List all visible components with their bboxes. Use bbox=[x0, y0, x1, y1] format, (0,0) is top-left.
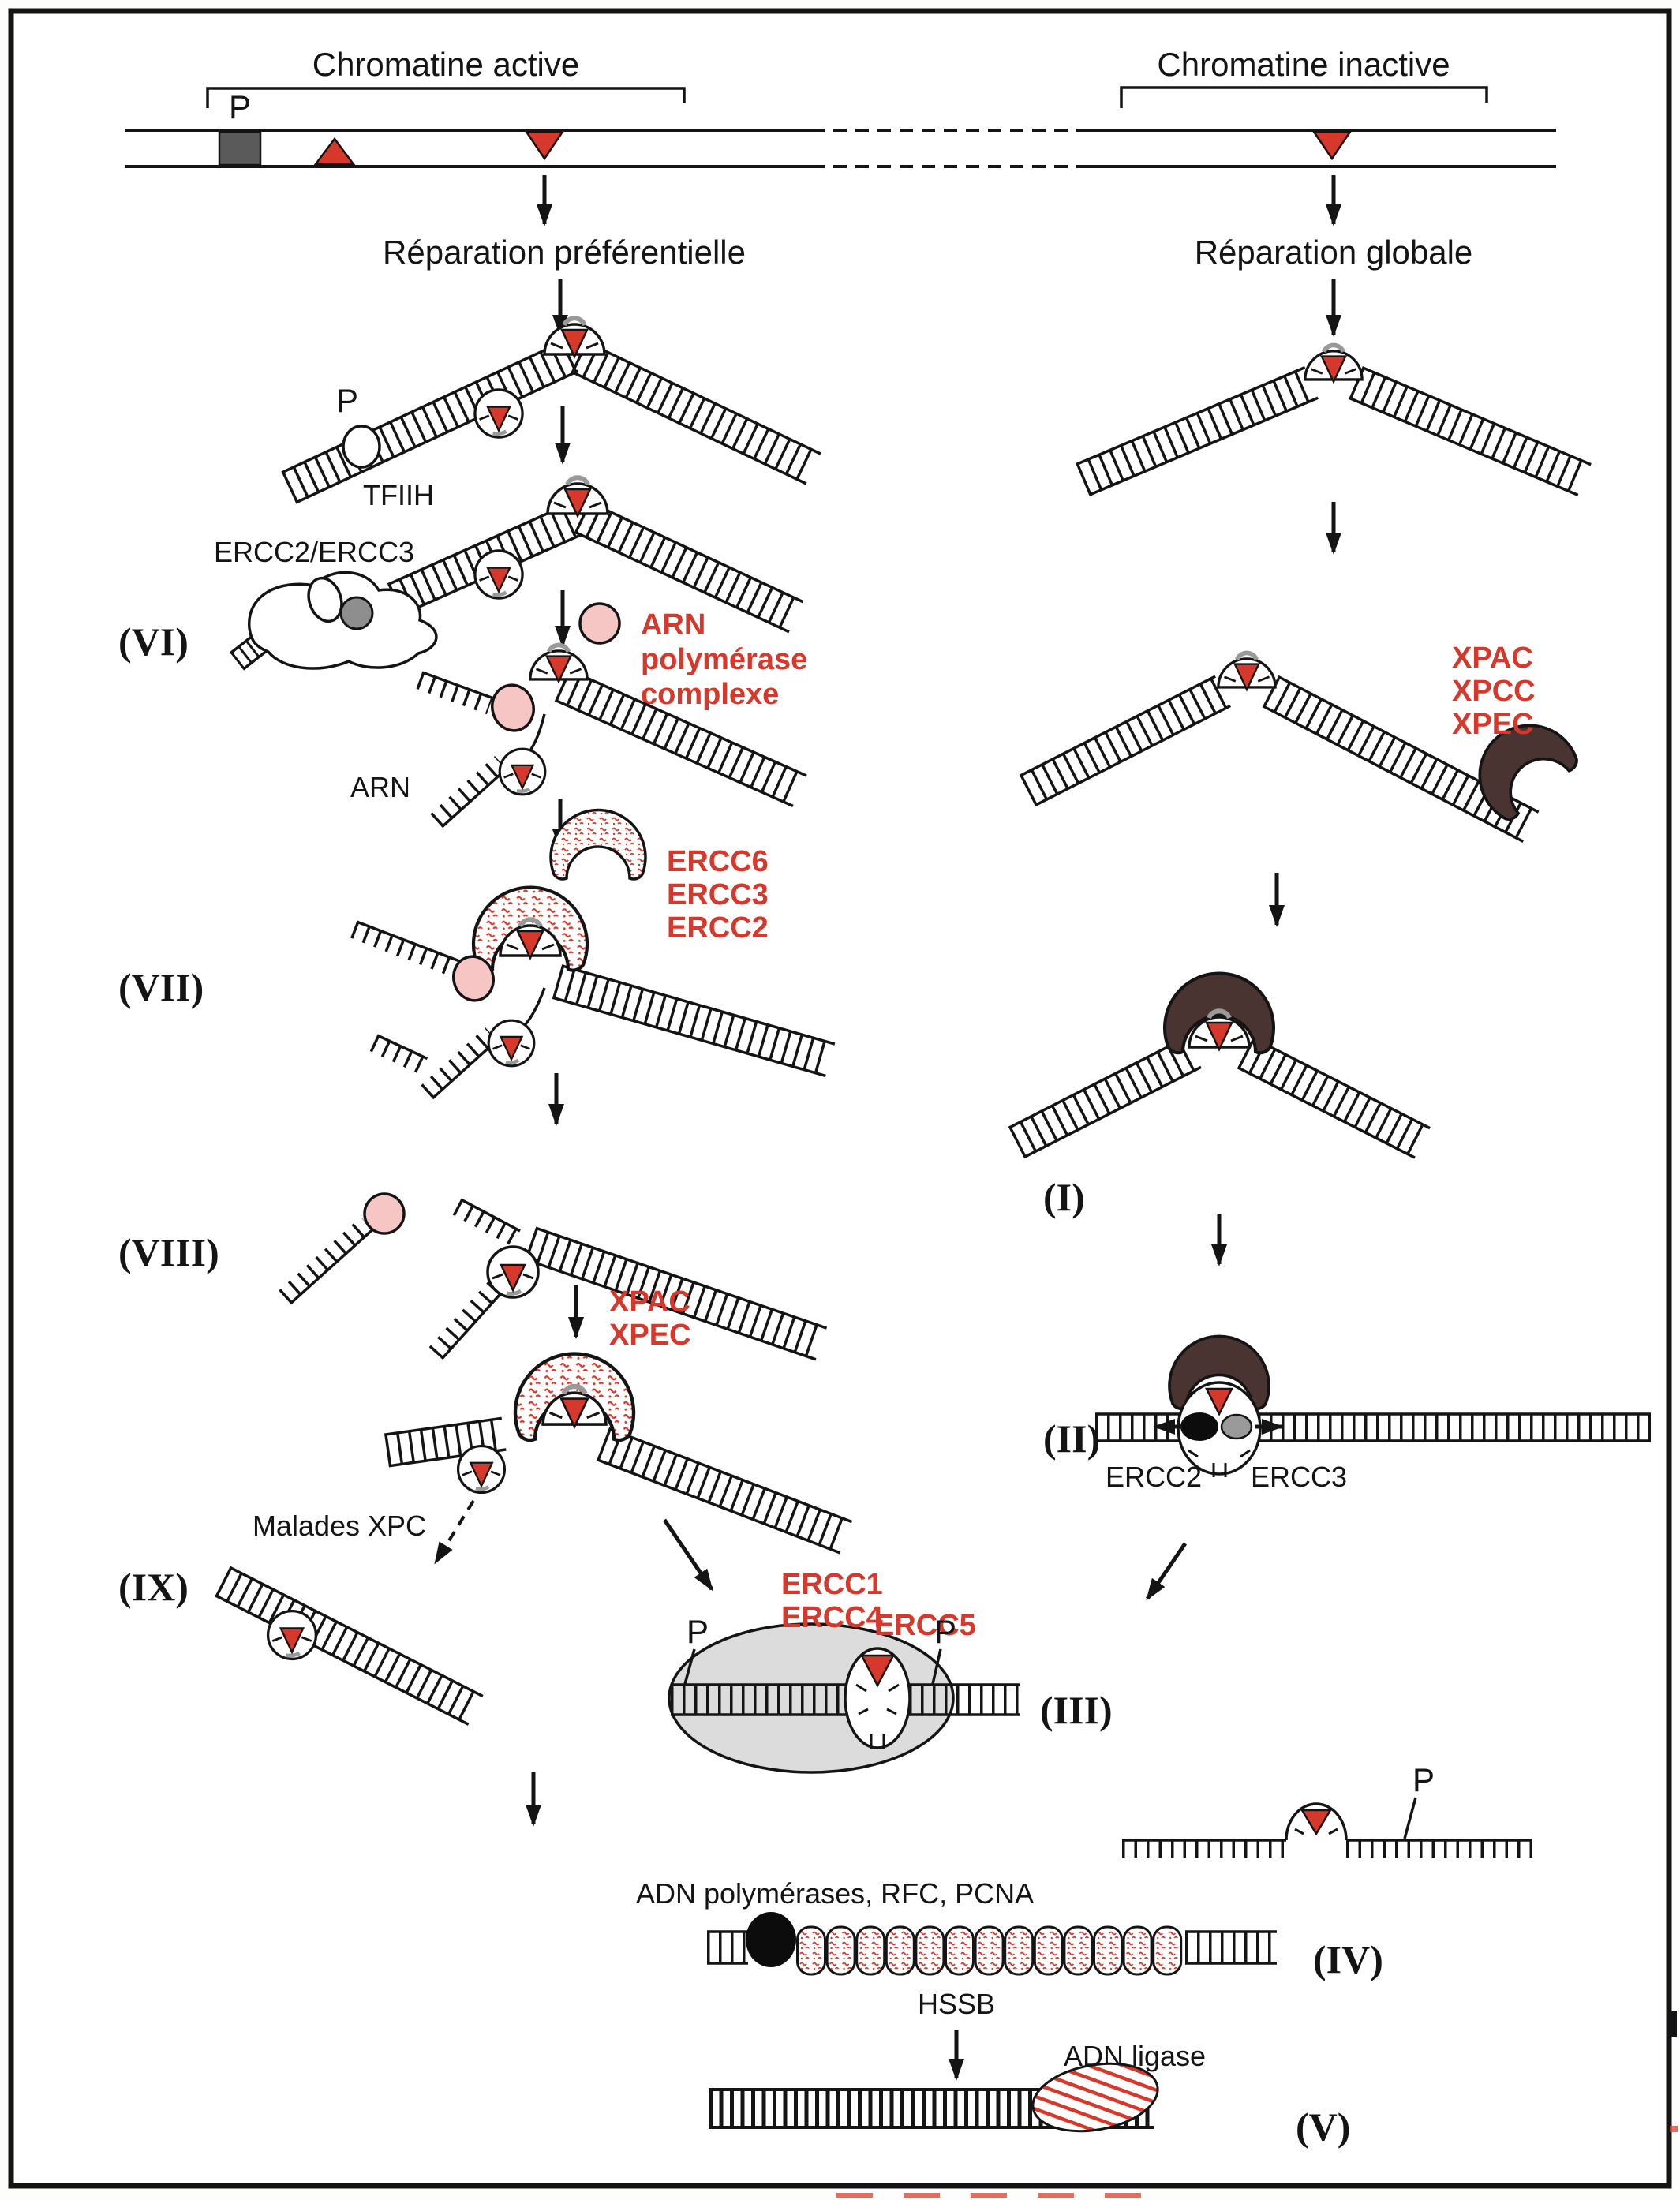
damage-icon bbox=[1300, 1809, 1333, 1836]
arn-pol-label-3: complexe bbox=[641, 678, 779, 711]
structure-polymerase-stalled bbox=[416, 645, 807, 829]
arrow-right-converge bbox=[1145, 1542, 1188, 1601]
structure-global-lesion bbox=[1076, 345, 1592, 497]
structure-incision-complex bbox=[668, 1622, 1020, 1774]
released-arn bbox=[279, 1192, 406, 1305]
p-tick-fragment bbox=[1403, 1797, 1417, 1839]
edge-print-mark bbox=[1667, 2011, 1677, 2037]
structure-resynthesis bbox=[707, 1912, 1277, 1976]
ercc3-label: ERCC3 bbox=[1251, 1461, 1347, 1493]
structure-open-lesion bbox=[428, 1198, 828, 1361]
ercc1-label: ERCC1 bbox=[781, 1568, 883, 1601]
arn-polymerase-bound-icon bbox=[452, 955, 495, 1002]
ercc6-label-1: ERCC6 bbox=[667, 845, 769, 878]
arrow-left-converge bbox=[662, 1518, 714, 1592]
p-tick-right bbox=[931, 1648, 942, 1685]
p-tick-left bbox=[683, 1648, 696, 1685]
chromatin-dna bbox=[125, 129, 1556, 168]
adn-ligase-icon bbox=[1031, 2062, 1159, 2133]
p-fragment-label: P bbox=[1412, 1761, 1435, 1798]
p-left-label: P bbox=[687, 1613, 709, 1650]
open-bubble-icon bbox=[488, 1247, 538, 1297]
open-bubble-icon bbox=[458, 1446, 505, 1493]
structure-ligation bbox=[709, 2062, 1159, 2133]
ercc2-label: ERCC2 bbox=[1106, 1461, 1202, 1493]
xpac-label: XPAC bbox=[609, 1285, 690, 1319]
structure-tfiih-ercc bbox=[229, 477, 804, 671]
open-bubble-icon bbox=[475, 551, 522, 598]
xpac2-label: XPAC bbox=[1452, 642, 1533, 675]
adn-polymerases-label: ADN polymérases, RFC, PCNA bbox=[636, 1877, 1034, 1910]
arrow-malades-xpc bbox=[434, 1499, 475, 1565]
structure-xpac-approach bbox=[1019, 653, 1585, 843]
xpcc-label: XPCC bbox=[1452, 675, 1536, 708]
damage-icon bbox=[1204, 1387, 1234, 1416]
stage-ix-label: (IX) bbox=[118, 1565, 189, 1609]
ercc2-helicase-icon bbox=[1180, 1412, 1218, 1441]
ercc3-subunit-icon bbox=[339, 596, 374, 630]
stage-v-label: (V) bbox=[1296, 2105, 1350, 2149]
structure-helicase-opening bbox=[1095, 1334, 1651, 1477]
stage-i-label: (I) bbox=[1043, 1175, 1085, 1219]
ercc5-label: ERCC5 bbox=[874, 1609, 976, 1642]
stage-iv-label: (IV) bbox=[1313, 1937, 1383, 1981]
p-structure-label: P bbox=[336, 382, 358, 419]
arn-pol-label-1: ARN bbox=[641, 608, 705, 642]
promoter-label: P bbox=[229, 88, 251, 125]
bottom-print-artifacts bbox=[836, 2126, 1678, 2198]
released-polymerase-icon bbox=[363, 1192, 406, 1235]
ercc4-label: ERCC4 bbox=[781, 1601, 883, 1634]
damage-active-icon bbox=[524, 130, 565, 161]
open-bubble-icon bbox=[500, 749, 545, 795]
stage-ii-label: (II) bbox=[1043, 1416, 1100, 1461]
promoter-box bbox=[218, 130, 262, 166]
malades-xpc-label: Malades XPC bbox=[253, 1510, 426, 1542]
arn-pol-label-2: polymérase bbox=[641, 643, 807, 676]
chromatine-active-title: Chromatine active bbox=[312, 46, 579, 83]
p-protein-icon bbox=[342, 425, 381, 469]
p-right-label: P bbox=[934, 1613, 956, 1650]
xpec2-label: XPEC bbox=[1452, 708, 1533, 741]
reparation-globale-label: Réparation globale bbox=[1195, 234, 1473, 271]
page-frame bbox=[8, 8, 1672, 2189]
excised-fragment bbox=[1122, 1797, 1532, 1858]
open-bubble-icon bbox=[475, 390, 522, 437]
reparation-preferentielle-label: Réparation préférentielle bbox=[383, 234, 746, 271]
bracket-inactive bbox=[1120, 86, 1488, 108]
stage-vi-label: (VI) bbox=[118, 619, 189, 664]
damage-inactive-icon bbox=[1311, 130, 1353, 161]
stage-vii-label: (VII) bbox=[118, 965, 204, 1009]
ercc6-label-2: ERCC3 bbox=[667, 878, 769, 911]
ercc2-subunit-icon bbox=[307, 576, 343, 623]
open-bubble-icon bbox=[844, 1647, 911, 1749]
open-bubble-icon bbox=[488, 1020, 534, 1066]
stage-viii-label: (VIII) bbox=[118, 1230, 219, 1274]
bracket-active bbox=[206, 87, 686, 108]
open-bubble-icon bbox=[268, 1611, 316, 1659]
damage-up-icon bbox=[313, 137, 356, 166]
hssb-label: HSSB bbox=[918, 1988, 995, 2020]
tfiih-label: TFIIH bbox=[363, 479, 434, 511]
ercc6-label-3: ERCC2 bbox=[667, 911, 769, 945]
stage-iii-label: (III) bbox=[1040, 1688, 1113, 1732]
arn-label: ARN bbox=[350, 771, 410, 803]
ercc2-ercc3-label: ERCC2/ERCC3 bbox=[214, 536, 414, 568]
arn-polymerase-icon bbox=[578, 602, 621, 645]
chromatine-inactive-title: Chromatine inactive bbox=[1157, 46, 1450, 83]
arn-polymerase-bound-icon bbox=[491, 683, 535, 732]
damage-icon bbox=[859, 1654, 896, 1688]
structure-damage-recognition bbox=[281, 318, 821, 504]
xpec-label: XPEC bbox=[609, 1319, 690, 1352]
ercc3-helicase-icon bbox=[1220, 1413, 1253, 1440]
polymerase-icon bbox=[746, 1912, 796, 1967]
